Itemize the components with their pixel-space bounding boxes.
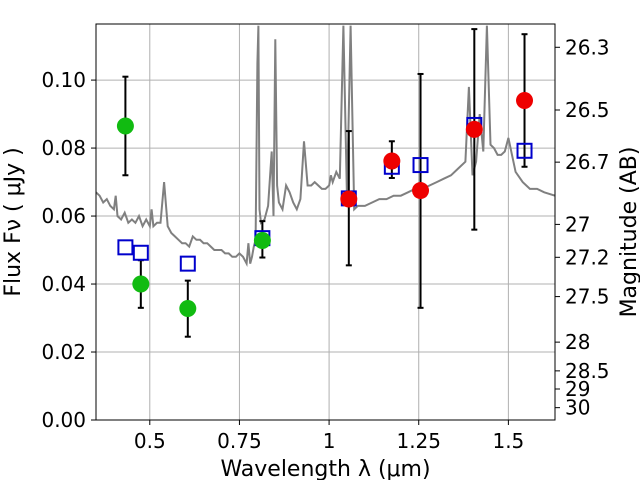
y-tick-label: 0.10 [41,68,86,92]
photometry-point [132,275,150,293]
y-tick-label: 0.08 [41,136,86,160]
photometry-point [516,91,534,109]
x-tick-label: 1.5 [492,429,524,453]
photometry-point [340,190,358,208]
y2-tick-label: 27.5 [565,285,610,309]
x-axis-label: Wavelength λ (μm) [220,457,430,480]
photometry-point [465,120,483,138]
y-tick-label: 0.00 [41,408,86,432]
x-tick-label: 0.5 [134,429,166,453]
y2-tick-label: 26.7 [565,150,610,174]
spectrum-series [96,25,555,268]
y2-tick-label: 29 [565,377,590,401]
right-axis-label: Magnitude (AB) [617,147,640,318]
x-axis: 0.5 0.75 1 1.25 1.5 [134,420,524,453]
x-tick-label: 1 [323,429,336,453]
photometry-point [253,232,271,250]
y-tick-label: 0.04 [41,272,86,296]
photometry-point [179,300,197,318]
y-tick-label: 0.02 [41,340,86,364]
spectrum-line [96,25,555,268]
y2-tick-label: 30 [565,396,590,420]
model-square-point [516,142,533,159]
model-square-point [132,244,149,261]
data-markers [116,91,534,318]
model-square-point [179,255,196,272]
photometry-point [412,182,430,200]
error-bars [122,28,528,338]
plot-frame [95,23,556,421]
y2-tick-label: 26.5 [565,98,610,122]
y-axis: 0.00 0.02 0.04 0.06 0.08 0.10 [41,68,96,432]
y2-tick-label: 26.3 [565,35,610,59]
y2-tick-label: 27.2 [565,245,610,269]
model-square-point [117,239,134,256]
photometry-point [116,117,134,135]
photometry-point [383,152,401,170]
x-tick-label: 0.75 [217,429,262,453]
x-tick-label: 1.25 [396,429,441,453]
y2-tick-label: 28 [565,330,590,354]
y2-tick-label: 28.5 [565,359,610,383]
model-square-point [412,157,429,174]
y-tick-label: 0.06 [41,204,86,228]
y-axis-label: Flux Fν ( μJy ) [1,147,26,296]
y2-tick-label: 27 [565,212,590,236]
